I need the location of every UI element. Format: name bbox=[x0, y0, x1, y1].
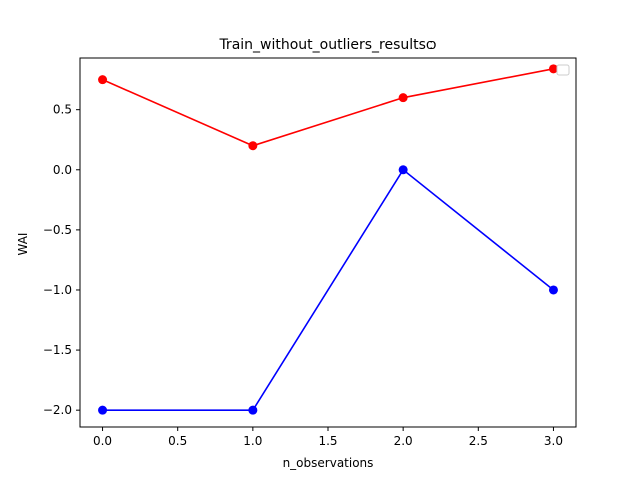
chart-title: Train_without_outliers_resultsѻ bbox=[218, 37, 436, 53]
x-tick-label: 2.5 bbox=[469, 434, 488, 448]
x-axis-label: n_observations bbox=[283, 456, 374, 470]
x-tick-label: 0.0 bbox=[93, 434, 112, 448]
series-1-point bbox=[98, 405, 108, 415]
x-tick-label: 1.5 bbox=[318, 434, 337, 448]
series-1-point bbox=[548, 285, 558, 295]
y-axis-label: WAI bbox=[16, 233, 30, 256]
y-tick-label: −1.5 bbox=[43, 343, 72, 357]
y-tick-label: −2.0 bbox=[43, 403, 72, 417]
y-tick-label: 0.5 bbox=[53, 103, 72, 117]
y-tick-label: −0.5 bbox=[43, 223, 72, 237]
legend-box bbox=[556, 64, 570, 76]
series-1-point bbox=[398, 165, 408, 175]
x-tick-label: 2.0 bbox=[394, 434, 413, 448]
series-1-line bbox=[102, 168, 554, 411]
y-tick-label: −1.0 bbox=[43, 283, 72, 297]
series-1-point bbox=[248, 405, 258, 415]
series-0-point bbox=[398, 93, 408, 103]
y-tick-label: 0.0 bbox=[53, 163, 72, 177]
x-tick-label: 3.0 bbox=[544, 434, 563, 448]
axes-frame bbox=[79, 57, 577, 428]
series-0-point bbox=[248, 141, 258, 151]
plot-area: 0.0 0.5 1.0 1.5 2.0 2.5 3.0 0.5 0.0 −0.5 −1.0 −1.5 −… bbox=[43, 57, 577, 448]
series-0-line bbox=[102, 68, 554, 147]
x-tick-label: 0.5 bbox=[168, 434, 187, 448]
series-0-point bbox=[548, 64, 558, 74]
series-0-point bbox=[98, 75, 108, 85]
x-tick-label: 1.0 bbox=[243, 434, 262, 448]
